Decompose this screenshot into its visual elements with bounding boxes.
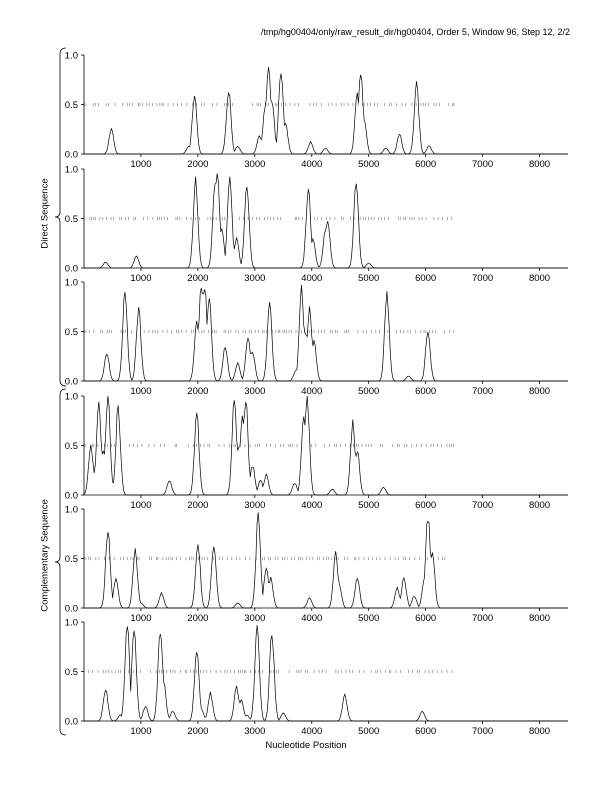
y-tick-label: 0.0: [65, 491, 78, 502]
y-tick-label: 0.0: [65, 377, 78, 388]
x-tick-label: 8000: [529, 726, 550, 737]
y-tick-label: 0.5: [65, 214, 78, 225]
x-tick-label: 7000: [472, 613, 493, 624]
x-tick-label: 4000: [301, 386, 322, 397]
group-brace-complementary: [54, 388, 67, 736]
x-tick-label: 8000: [529, 159, 550, 170]
x-tick-label: 5000: [358, 386, 379, 397]
y-tick-label: 1.0: [65, 165, 78, 176]
y-tick-label: 0.5: [65, 100, 78, 111]
y-tick-label: 1.0: [65, 278, 78, 289]
y-tick-label: 1.0: [65, 618, 78, 629]
x-axis-label: Nucleotide Position: [265, 740, 347, 751]
x-tick-label: 2000: [187, 159, 208, 170]
x-tick-label: 3000: [244, 500, 265, 511]
x-tick-label: 6000: [415, 726, 436, 737]
series-line: [84, 173, 568, 269]
x-tick-label: 5000: [358, 613, 379, 624]
y-tick-label: 0.0: [65, 264, 78, 275]
x-tick-label: 6000: [415, 159, 436, 170]
y-tick-label: 0.5: [65, 667, 78, 678]
x-tick-label: 1000: [130, 726, 151, 737]
y-tick-label: 0.0: [65, 717, 78, 728]
x-tick-label: 3000: [244, 726, 265, 737]
x-tick-label: 4000: [301, 273, 322, 284]
x-tick-label: 3000: [244, 386, 265, 397]
y-tick-label: 0.5: [65, 554, 78, 565]
x-tick-label: 2000: [187, 726, 208, 737]
y-tick-label: 0.0: [65, 150, 78, 161]
x-tick-label: 4000: [301, 500, 322, 511]
x-tick-label: 8000: [529, 500, 550, 511]
x-tick-label: 8000: [529, 386, 550, 397]
x-tick-label: 6000: [415, 273, 436, 284]
x-tick-label: 1000: [130, 159, 151, 170]
x-tick-label: 2000: [187, 273, 208, 284]
x-tick-label: 1000: [130, 386, 151, 397]
y-tick-label: 0.0: [65, 604, 78, 615]
y-tick-label: 1.0: [65, 505, 78, 516]
chart-header: /tmp/hg00404/only/raw_result_dir/hg00404…: [260, 27, 570, 37]
series-line: [84, 284, 568, 382]
x-tick-label: 4000: [301, 726, 322, 737]
x-tick-label: 6000: [415, 500, 436, 511]
x-tick-label: 5000: [358, 273, 379, 284]
x-tick-label: 5000: [358, 500, 379, 511]
series-line: [84, 625, 568, 722]
series-line: [84, 67, 568, 155]
x-tick-label: 5000: [358, 726, 379, 737]
x-tick-label: 2000: [187, 386, 208, 397]
y-tick-label: 0.5: [65, 441, 78, 452]
x-tick-label: 5000: [358, 159, 379, 170]
y-tick-label: 1.0: [65, 51, 78, 62]
x-tick-label: 3000: [244, 273, 265, 284]
x-tick-label: 3000: [244, 613, 265, 624]
x-tick-label: 1000: [130, 273, 151, 284]
x-tick-label: 1000: [130, 613, 151, 624]
x-tick-label: 4000: [301, 613, 322, 624]
group-label-direct: Direct Sequence: [39, 178, 51, 249]
x-tick-label: 6000: [415, 613, 436, 624]
x-tick-label: 8000: [529, 273, 550, 284]
series-line: [83, 395, 568, 496]
x-tick-label: 7000: [472, 273, 493, 284]
x-tick-label: 8000: [529, 613, 550, 624]
x-tick-label: 3000: [244, 159, 265, 170]
x-tick-label: 7000: [472, 500, 493, 511]
x-tick-label: 1000: [130, 500, 151, 511]
x-tick-label: 4000: [301, 159, 322, 170]
y-tick-label: 1.0: [65, 392, 78, 403]
x-tick-label: 7000: [472, 159, 493, 170]
y-tick-label: 0.5: [65, 327, 78, 338]
group-brace-direct: [54, 47, 67, 387]
x-tick-label: 7000: [472, 726, 493, 737]
series-line: [84, 512, 568, 609]
x-tick-label: 2000: [187, 613, 208, 624]
x-tick-label: 2000: [187, 500, 208, 511]
group-label-complementary: Complementary Sequence: [39, 499, 51, 612]
x-tick-label: 6000: [415, 386, 436, 397]
x-tick-label: 7000: [472, 386, 493, 397]
